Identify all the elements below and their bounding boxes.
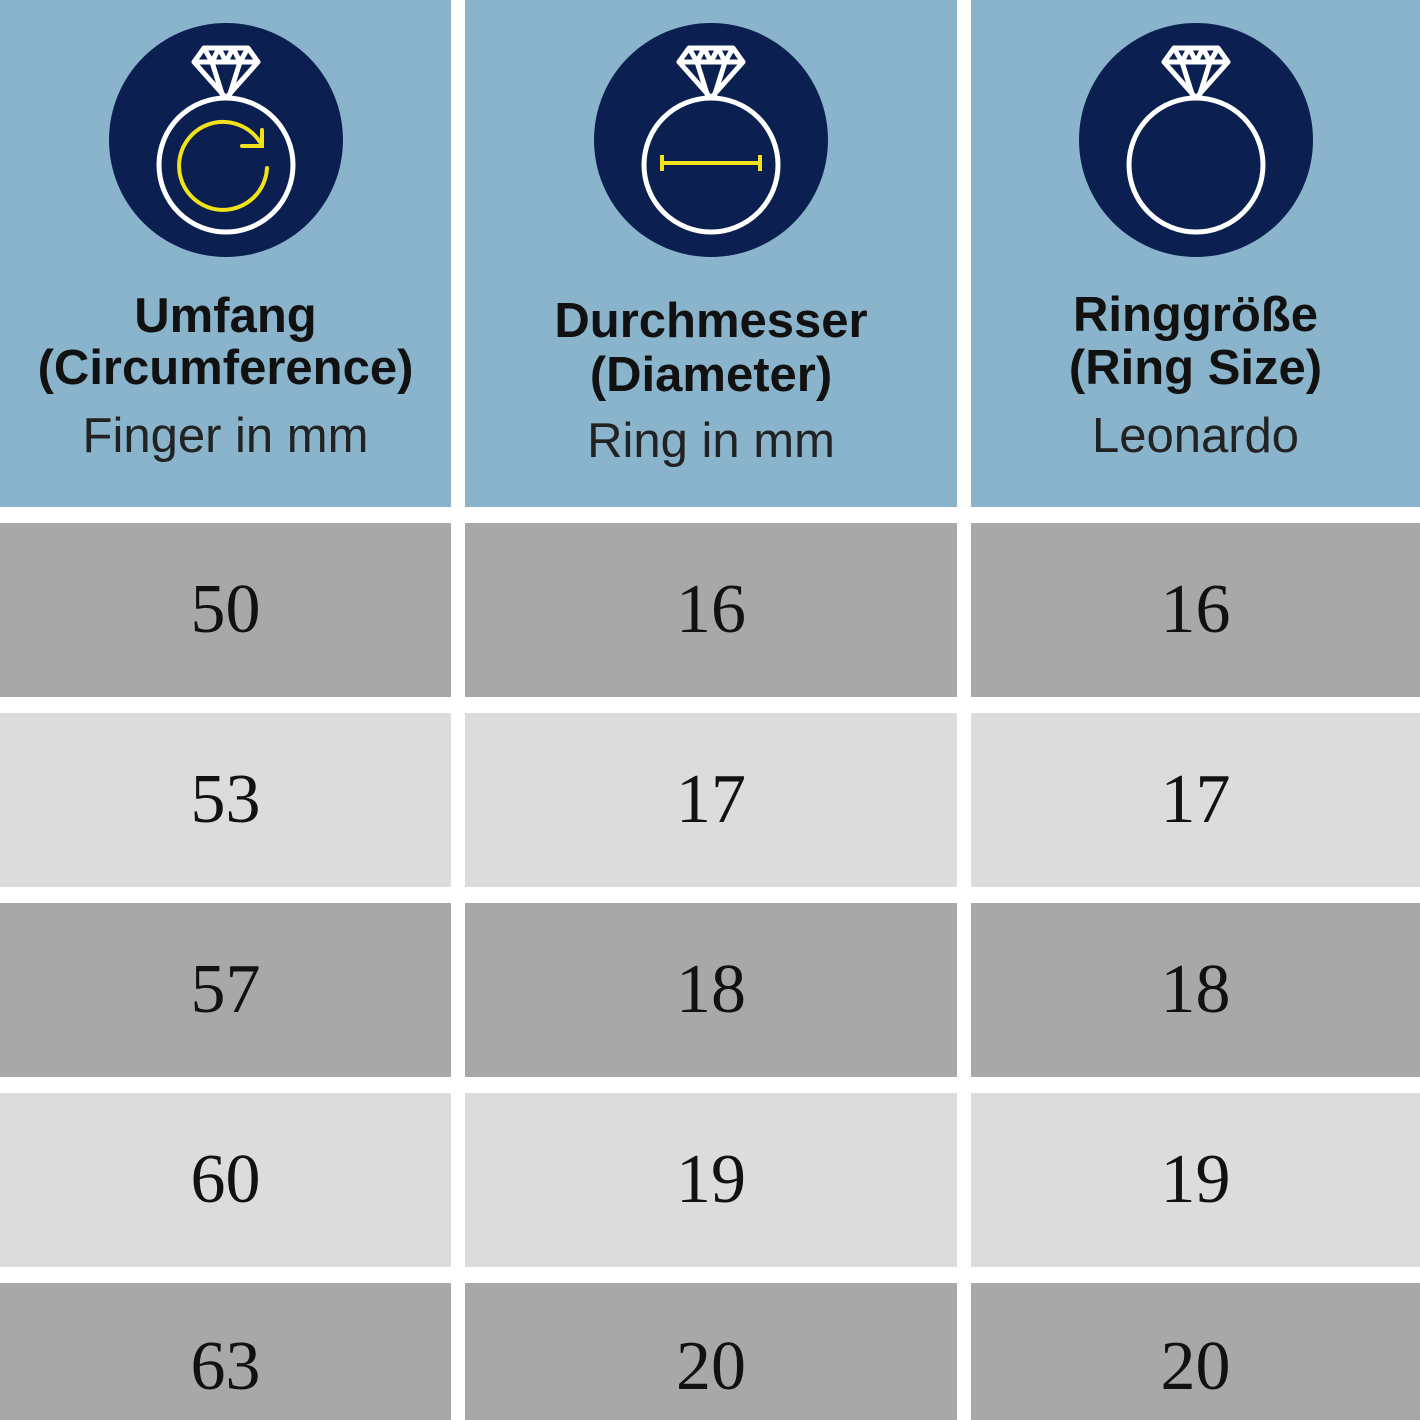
table-cell: 17: [971, 713, 1420, 887]
column-unit: Finger in mm: [82, 409, 369, 463]
column-unit: Leonardo: [1091, 409, 1300, 463]
table-cell: 20: [465, 1283, 957, 1420]
column-title: Durchmesser: [554, 294, 868, 348]
column-title: Umfang: [134, 289, 317, 343]
column-subtitle: (Ring Size): [1068, 341, 1323, 395]
ring-circumference-icon: [106, 20, 346, 260]
table-cell: 57: [0, 903, 451, 1077]
table-cell: 19: [465, 1093, 957, 1267]
table-cell: 50: [0, 523, 451, 697]
ring-diameter-icon: [591, 20, 831, 260]
table-cell: 16: [971, 523, 1420, 697]
column-subtitle: (Diameter): [589, 348, 833, 402]
column-unit: Ring in mm: [587, 414, 835, 468]
column-1: Durchmesser (Diameter) Ring in mm 16 17 18…: [465, 0, 957, 1420]
column-2: Ringgröße (Ring Size) Leonardo 16 17 18 19 2…: [971, 0, 1420, 1420]
table-cell: 60: [0, 1093, 451, 1267]
column-header: Ringgröße (Ring Size) Leonardo: [971, 0, 1420, 507]
table-cell: 18: [465, 903, 957, 1077]
table-cell: 16: [465, 523, 957, 697]
table-cell: 53: [0, 713, 451, 887]
table-cell: 20: [971, 1283, 1420, 1420]
column-0: Umfang (Circumference) Finger in mm 50 53…: [0, 0, 451, 1420]
column-header: Durchmesser (Diameter) Ring in mm: [465, 0, 957, 507]
column-header: Umfang (Circumference) Finger in mm: [0, 0, 451, 507]
column-title: Ringgröße: [1073, 288, 1318, 342]
column-subtitle: (Circumference): [37, 341, 414, 395]
table-cell: 17: [465, 713, 957, 887]
ring-size-icon: [1076, 20, 1316, 260]
table-cell: 18: [971, 903, 1420, 1077]
table-cell: 63: [0, 1283, 451, 1420]
table-cell: 19: [971, 1093, 1420, 1267]
